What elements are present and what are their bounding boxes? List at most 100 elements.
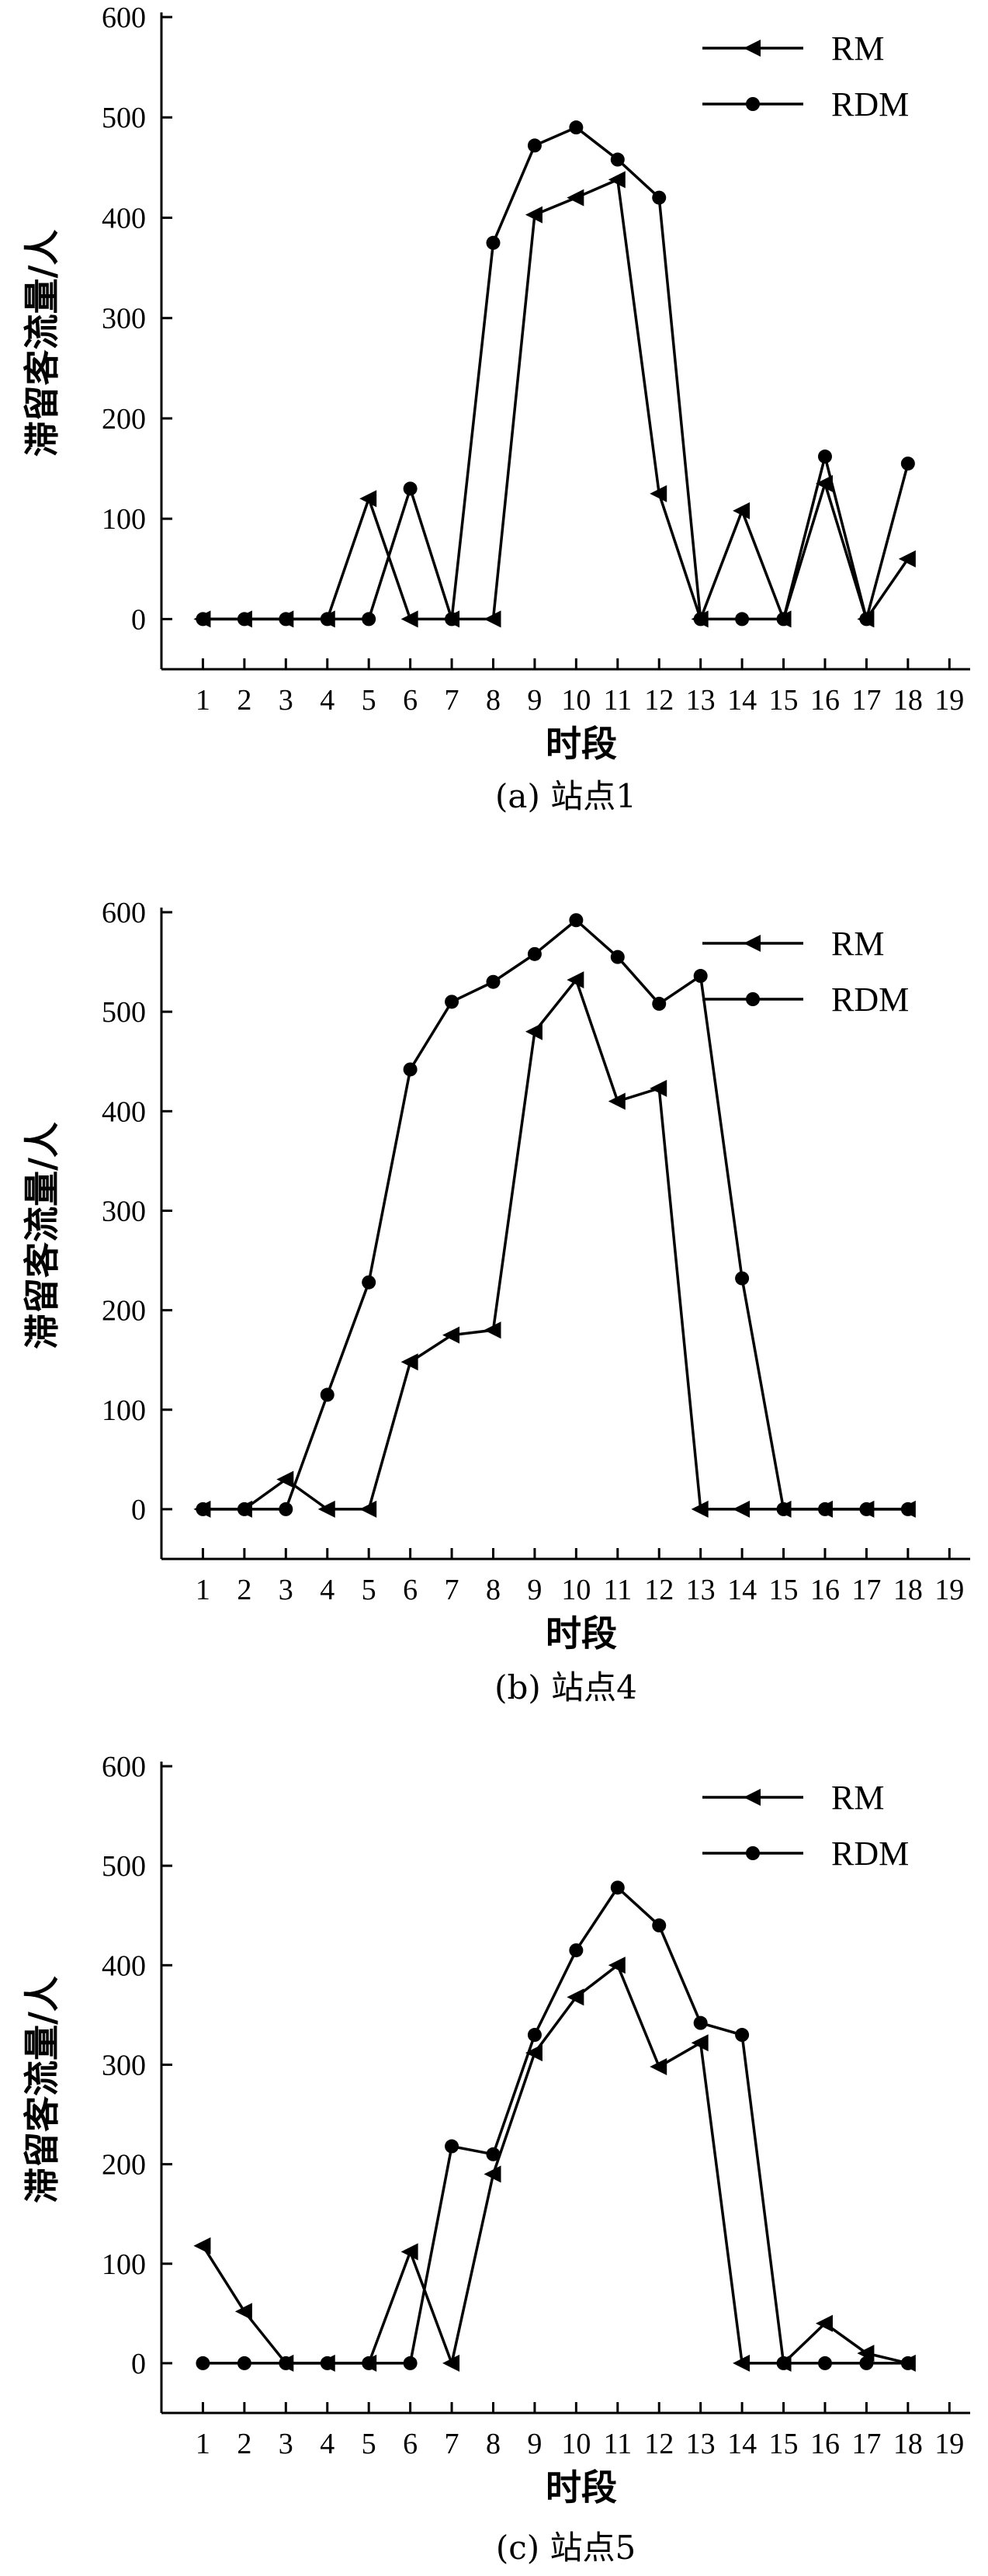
data-point-rdm: [610, 950, 625, 964]
y-tick-label: 100: [102, 1394, 146, 1427]
data-point-rdm: [279, 2356, 293, 2370]
x-tick-label: 18: [893, 684, 923, 717]
x-tick-label: 18: [893, 1574, 923, 1606]
panel-caption: (c) 站点5: [496, 2529, 636, 2567]
data-point-rdm: [196, 1502, 210, 1516]
x-tick-label: 19: [934, 2428, 964, 2460]
series-line-rdm: [203, 918, 908, 1511]
x-tick-label: 14: [727, 684, 757, 717]
y-tick-label: 200: [102, 1295, 146, 1328]
data-point-rm: [691, 2034, 709, 2052]
data-point-rdm: [610, 1880, 625, 1895]
x-tick-label: 16: [810, 684, 840, 717]
data-point-rm: [525, 2044, 543, 2062]
data-point-rdm: [320, 1387, 335, 1402]
x-tick-label: 12: [644, 684, 674, 717]
data-point-rm: [608, 171, 626, 189]
legend-marker-rm: [744, 1789, 761, 1806]
data-point-rm: [276, 1470, 294, 1488]
data-point-rm: [317, 1500, 335, 1518]
data-point-rdm: [196, 612, 210, 627]
x-tick-label: 3: [279, 2428, 293, 2460]
x-tick-label: 8: [486, 684, 501, 717]
data-point-rdm: [320, 2356, 335, 2370]
legend-label-rm: RM: [831, 1779, 884, 1817]
x-tick-label: 11: [603, 1574, 632, 1606]
x-tick-label: 2: [237, 2428, 251, 2460]
data-point-rm: [484, 2165, 501, 2183]
series-rm: [193, 1956, 916, 2372]
y-tick-label: 500: [102, 102, 146, 134]
data-point-rdm: [237, 2356, 251, 2370]
x-tick-label: 4: [320, 1574, 335, 1606]
data-point-rdm: [776, 2356, 791, 2370]
data-point-rm: [733, 502, 751, 519]
legend-marker-rdm: [746, 97, 760, 111]
data-point-rm: [359, 490, 377, 508]
y-tick-label: 100: [102, 503, 146, 536]
data-point-rdm: [735, 1271, 750, 1286]
x-tick-label: 18: [893, 2428, 923, 2460]
x-tick-label: 16: [810, 2428, 840, 2460]
data-point-rm: [234, 2303, 252, 2321]
series-rdm: [196, 1880, 915, 2370]
series-line-rm: [203, 977, 908, 1511]
x-tick-label: 14: [727, 2428, 757, 2460]
data-point-rm: [400, 1353, 418, 1371]
legend-label-rm: RM: [831, 30, 884, 68]
x-axis-title: 时段: [546, 723, 617, 765]
x-tick-label: 9: [527, 1574, 542, 1606]
x-tick-label: 4: [320, 2428, 335, 2460]
data-point-rm: [733, 2354, 751, 2372]
x-tick-label: 7: [445, 1574, 459, 1606]
y-tick-label: 0: [131, 1494, 146, 1526]
data-point-rdm: [237, 612, 251, 627]
data-point-rdm: [237, 1502, 251, 1516]
data-point-rm: [898, 550, 916, 568]
data-point-rm: [815, 2314, 833, 2332]
x-tick-label: 5: [362, 684, 376, 717]
x-tick-label: 10: [561, 1574, 591, 1606]
x-tick-label: 6: [403, 2428, 418, 2460]
legend: RM RDM: [702, 30, 909, 123]
y-tick-label: 600: [102, 2, 146, 34]
data-point-rdm: [569, 913, 584, 928]
x-tick-label: 3: [279, 1574, 293, 1606]
series-line-rm: [201, 1963, 909, 2369]
x-tick-label: 14: [727, 1574, 757, 1606]
data-point-rdm: [776, 1502, 791, 1516]
legend-label-rdm: RDM: [831, 85, 909, 123]
x-tick-label: 4: [320, 684, 335, 717]
data-point-rdm: [362, 2356, 376, 2370]
y-tick-label: 500: [102, 996, 146, 1029]
x-tick-label: 7: [445, 684, 459, 717]
data-point-rdm: [610, 152, 625, 167]
y-tick-label: 200: [102, 2149, 146, 2182]
data-point-rm: [525, 206, 543, 224]
x-axis-title: 时段: [546, 1613, 617, 1654]
y-tick-label: 100: [102, 2248, 146, 2281]
x-tick-label: 17: [851, 684, 881, 717]
data-point-rdm: [196, 2356, 210, 2370]
data-point-rdm: [486, 974, 501, 989]
legend: RM RDM: [702, 925, 909, 1019]
x-tick-label: 13: [686, 2428, 716, 2460]
legend-marker-rm: [744, 40, 761, 57]
data-point-rdm: [900, 2356, 915, 2370]
data-point-rdm: [693, 969, 708, 984]
x-tick-label: 3: [279, 684, 293, 717]
data-point-rdm: [445, 2139, 459, 2154]
data-point-rdm: [569, 1943, 584, 1958]
data-point-rdm: [900, 1502, 915, 1516]
x-tick-label: 8: [486, 1574, 501, 1606]
data-point-rdm: [652, 996, 667, 1011]
data-point-rm: [400, 610, 418, 628]
x-tick-label: 10: [561, 2428, 591, 2460]
data-point-rdm: [403, 1062, 418, 1077]
data-point-rdm: [652, 190, 667, 205]
x-tick-label: 13: [686, 684, 716, 717]
data-point-rdm: [900, 457, 915, 471]
series-rm: [193, 171, 916, 628]
